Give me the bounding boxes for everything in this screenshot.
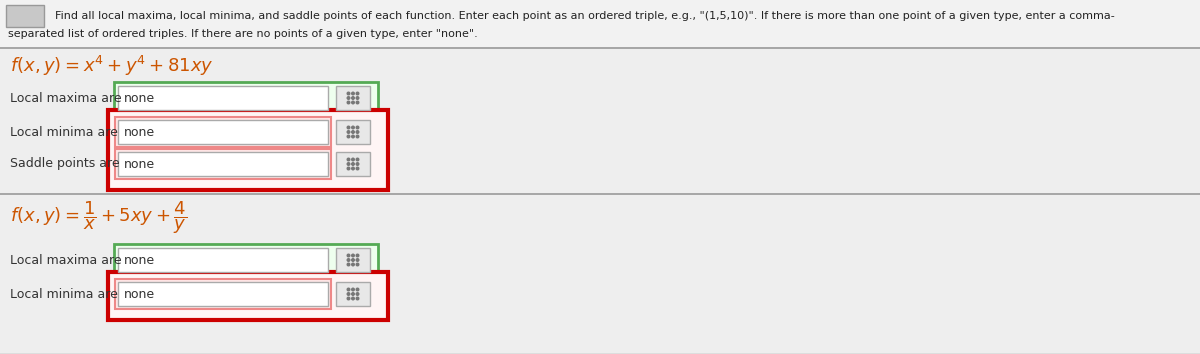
Circle shape <box>356 163 359 165</box>
FancyBboxPatch shape <box>0 0 1200 48</box>
Circle shape <box>347 97 350 99</box>
FancyBboxPatch shape <box>118 120 328 144</box>
Circle shape <box>352 297 354 300</box>
Circle shape <box>347 163 350 165</box>
Circle shape <box>347 126 350 129</box>
FancyBboxPatch shape <box>118 248 328 272</box>
Circle shape <box>356 101 359 104</box>
Circle shape <box>356 131 359 133</box>
Text: none: none <box>124 158 155 171</box>
Circle shape <box>352 259 354 261</box>
Circle shape <box>352 293 354 295</box>
Circle shape <box>347 167 350 170</box>
FancyBboxPatch shape <box>115 149 331 179</box>
Text: Local minima are: Local minima are <box>10 287 118 301</box>
Circle shape <box>356 167 359 170</box>
FancyBboxPatch shape <box>108 110 388 190</box>
FancyBboxPatch shape <box>336 248 370 272</box>
Circle shape <box>352 135 354 138</box>
Circle shape <box>347 254 350 257</box>
Circle shape <box>352 254 354 257</box>
Circle shape <box>352 263 354 266</box>
Circle shape <box>352 163 354 165</box>
Circle shape <box>356 135 359 138</box>
Circle shape <box>352 92 354 95</box>
Circle shape <box>356 259 359 261</box>
Circle shape <box>352 126 354 129</box>
Text: none: none <box>124 91 155 104</box>
Circle shape <box>347 131 350 133</box>
FancyBboxPatch shape <box>336 282 370 306</box>
Text: none: none <box>124 253 155 267</box>
FancyBboxPatch shape <box>118 282 328 306</box>
Circle shape <box>356 92 359 95</box>
Circle shape <box>356 288 359 291</box>
Circle shape <box>352 97 354 99</box>
Circle shape <box>352 101 354 104</box>
Text: $f(x, y) = \dfrac{1}{x} + 5xy + \dfrac{4}{y}$: $f(x, y) = \dfrac{1}{x} + 5xy + \dfrac{4… <box>10 200 187 236</box>
Circle shape <box>356 263 359 266</box>
Text: Local maxima are: Local maxima are <box>10 91 121 104</box>
Circle shape <box>347 92 350 95</box>
FancyBboxPatch shape <box>336 86 370 110</box>
Circle shape <box>356 97 359 99</box>
Circle shape <box>347 101 350 104</box>
Circle shape <box>347 135 350 138</box>
Circle shape <box>347 263 350 266</box>
Text: $f(x, y) = x^4 + y^4 + 81xy$: $f(x, y) = x^4 + y^4 + 81xy$ <box>10 54 214 78</box>
Circle shape <box>352 288 354 291</box>
FancyBboxPatch shape <box>108 272 388 320</box>
FancyBboxPatch shape <box>336 152 370 176</box>
Text: Saddle points are: Saddle points are <box>10 158 120 171</box>
FancyBboxPatch shape <box>6 5 44 27</box>
FancyBboxPatch shape <box>114 244 378 276</box>
Text: Find all local maxima, local minima, and saddle points of each function. Enter e: Find all local maxima, local minima, and… <box>55 11 1115 21</box>
Circle shape <box>347 288 350 291</box>
FancyBboxPatch shape <box>115 117 331 147</box>
Text: Local maxima are: Local maxima are <box>10 253 121 267</box>
Circle shape <box>352 131 354 133</box>
Text: none: none <box>124 126 155 138</box>
Text: separated list of ordered triples. If there are no points of a given type, enter: separated list of ordered triples. If th… <box>8 29 478 39</box>
Circle shape <box>347 293 350 295</box>
Text: Local minima are: Local minima are <box>10 126 118 138</box>
Circle shape <box>347 259 350 261</box>
Circle shape <box>352 158 354 161</box>
FancyBboxPatch shape <box>115 279 331 309</box>
Circle shape <box>356 158 359 161</box>
FancyBboxPatch shape <box>114 82 378 114</box>
FancyBboxPatch shape <box>336 120 370 144</box>
Circle shape <box>356 297 359 300</box>
Circle shape <box>347 158 350 161</box>
FancyBboxPatch shape <box>118 152 328 176</box>
Circle shape <box>356 254 359 257</box>
Text: none: none <box>124 287 155 301</box>
Circle shape <box>356 293 359 295</box>
Circle shape <box>352 167 354 170</box>
Circle shape <box>356 126 359 129</box>
Circle shape <box>347 297 350 300</box>
FancyBboxPatch shape <box>118 86 328 110</box>
